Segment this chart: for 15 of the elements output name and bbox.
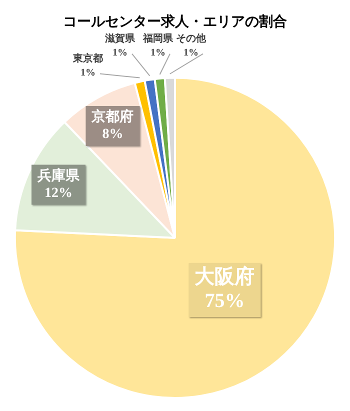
slice-label: 滋賀県 bbox=[104, 32, 136, 44]
slice-label: 福岡県 bbox=[142, 32, 174, 44]
data-label: 8% bbox=[102, 127, 124, 142]
slice-label: その他 bbox=[176, 32, 207, 44]
data-label: 1% bbox=[80, 67, 96, 78]
slice-label: 京都府 bbox=[90, 108, 134, 126]
data-label: 1% bbox=[184, 47, 198, 58]
slice-label: 兵庫県 bbox=[36, 166, 80, 184]
slice-label: 東京都 bbox=[72, 52, 103, 64]
data-label: 12% bbox=[44, 186, 72, 201]
data-label: 75% bbox=[204, 290, 245, 312]
data-label: 1% bbox=[112, 47, 128, 58]
data-label: 1% bbox=[150, 47, 166, 58]
slice-label: 大阪府 bbox=[194, 265, 255, 288]
chart-title: コールセンター求人・エリアの割合 bbox=[63, 13, 287, 30]
